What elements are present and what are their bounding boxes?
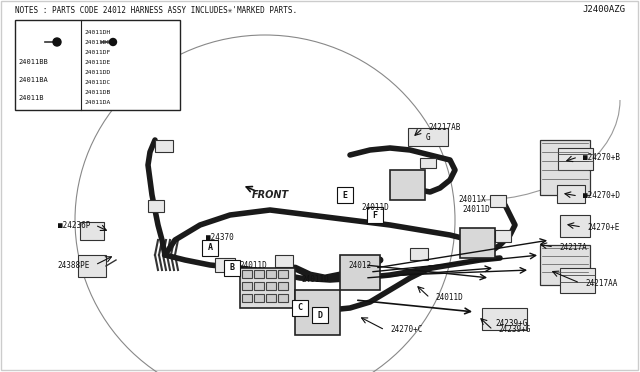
Text: 24270+C: 24270+C — [390, 326, 422, 334]
Text: 24270+E: 24270+E — [587, 222, 620, 231]
Text: 24011BA: 24011BA — [18, 77, 48, 83]
Text: 24011B: 24011B — [18, 95, 44, 101]
Bar — [266, 282, 276, 290]
Text: 24011D: 24011D — [462, 205, 490, 215]
Bar — [155, 140, 173, 152]
Text: 24011D: 24011D — [361, 203, 389, 212]
Bar — [215, 258, 235, 272]
Bar — [78, 255, 106, 277]
Bar — [410, 248, 428, 260]
Text: F: F — [372, 211, 378, 219]
Bar — [242, 294, 252, 302]
Bar — [337, 187, 353, 203]
Bar — [278, 294, 288, 302]
Circle shape — [109, 38, 116, 45]
Bar — [254, 294, 264, 302]
Text: A: A — [207, 244, 212, 253]
Text: B: B — [230, 263, 234, 273]
Text: ■24270+B: ■24270+B — [583, 153, 620, 161]
Text: 24011DD: 24011DD — [84, 70, 110, 74]
Text: ■24270+D: ■24270+D — [583, 192, 620, 201]
Text: 24239+G: 24239+G — [498, 326, 531, 334]
Bar — [202, 240, 218, 256]
Text: 24217AB: 24217AB — [428, 124, 460, 132]
Text: 24012: 24012 — [348, 260, 372, 269]
Bar — [340, 255, 380, 290]
Circle shape — [53, 38, 61, 46]
Bar — [292, 300, 308, 316]
Bar — [408, 128, 448, 146]
Text: G: G — [426, 132, 430, 141]
Bar — [482, 308, 527, 330]
Bar — [560, 215, 590, 237]
Bar — [224, 260, 240, 276]
Text: 24011DH: 24011DH — [84, 29, 110, 35]
Bar — [80, 222, 104, 240]
Bar — [254, 270, 264, 278]
Text: 24217A: 24217A — [559, 243, 587, 251]
Bar — [148, 200, 164, 212]
Bar — [254, 282, 264, 290]
Bar — [295, 290, 340, 335]
Text: 24011D: 24011D — [435, 294, 463, 302]
Bar — [242, 270, 252, 278]
Text: E: E — [342, 190, 348, 199]
Text: 24388PE: 24388PE — [58, 260, 90, 269]
Bar — [557, 185, 585, 203]
Bar — [240, 268, 295, 308]
Text: ■24370: ■24370 — [206, 234, 234, 243]
Text: C: C — [298, 304, 303, 312]
Bar — [495, 230, 511, 242]
Bar — [266, 294, 276, 302]
Bar — [312, 307, 328, 323]
Text: 24011DG: 24011DG — [84, 39, 110, 45]
Text: 24011DF: 24011DF — [84, 49, 110, 55]
Text: 24011BB: 24011BB — [18, 59, 48, 65]
Text: 24011D: 24011D — [239, 260, 267, 269]
Bar — [278, 282, 288, 290]
Text: 24011DB: 24011DB — [84, 90, 110, 94]
Bar — [540, 140, 590, 195]
Bar — [275, 255, 293, 267]
Bar — [540, 245, 590, 285]
Text: 24239+G: 24239+G — [495, 318, 527, 327]
Bar — [390, 170, 425, 200]
Text: D: D — [317, 311, 323, 320]
Bar — [266, 270, 276, 278]
Bar — [242, 282, 252, 290]
Text: 24217AA: 24217AA — [585, 279, 618, 288]
Text: 24011DA: 24011DA — [84, 99, 110, 105]
Bar — [15, 20, 180, 110]
Text: 24011D: 24011D — [301, 276, 329, 285]
Bar — [558, 148, 593, 170]
Bar — [490, 195, 506, 207]
Text: FRONT: FRONT — [252, 190, 289, 200]
Text: ■24236P: ■24236P — [58, 221, 90, 230]
Text: 24011DC: 24011DC — [84, 80, 110, 84]
Bar — [278, 270, 288, 278]
Bar — [560, 268, 595, 293]
Text: J2400AZG: J2400AZG — [582, 6, 625, 15]
Bar — [460, 228, 495, 258]
Text: 24011DE: 24011DE — [84, 60, 110, 64]
Text: NOTES : PARTS CODE 24012 HARNESS ASSY INCLUDES✳'MARKED PARTS.: NOTES : PARTS CODE 24012 HARNESS ASSY IN… — [15, 6, 297, 15]
Text: 24011X: 24011X — [458, 196, 486, 205]
Bar — [367, 207, 383, 223]
Bar — [420, 158, 436, 168]
